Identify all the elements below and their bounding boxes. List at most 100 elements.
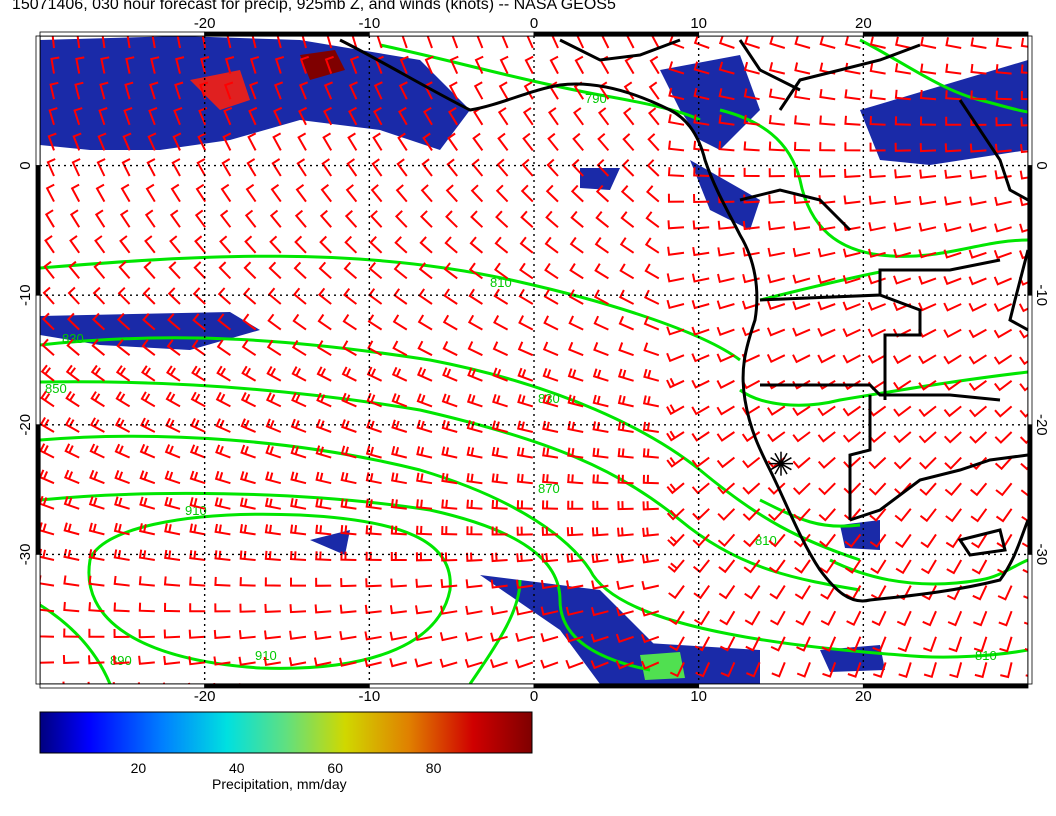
wind-barb	[113, 522, 130, 536]
wind-barb	[515, 579, 533, 589]
lat-tick-label-left: 0	[17, 161, 34, 169]
wind-barb	[194, 209, 207, 228]
wind-barb	[423, 106, 433, 126]
wind-barb	[820, 585, 837, 600]
wind-barb	[441, 499, 458, 510]
wind-barb	[767, 274, 786, 284]
wind-barb	[742, 456, 761, 469]
wind-barb	[101, 36, 106, 49]
wind-barb	[918, 222, 937, 232]
lon-tick-label-top: 0	[530, 15, 538, 32]
wind-barb	[367, 314, 383, 331]
wind-barb	[923, 636, 937, 653]
wind-barb	[617, 448, 634, 459]
wind-barb	[315, 445, 332, 459]
wind-barb	[743, 141, 760, 152]
wind-barb	[395, 184, 408, 203]
wind-barb	[40, 661, 55, 664]
wind-barb	[122, 132, 132, 151]
wind-barb	[716, 431, 735, 442]
wind-barb	[666, 404, 685, 416]
wind-barb	[315, 524, 332, 536]
wind-barb	[289, 551, 307, 561]
wind-barb	[241, 365, 257, 382]
wind-barb	[818, 508, 836, 522]
wind-barb	[119, 235, 131, 254]
wind-barb	[918, 196, 937, 206]
wind-barb	[717, 533, 736, 548]
axis-bar-segment	[698, 683, 864, 689]
wind-barb	[113, 628, 130, 639]
wind-barb	[342, 340, 357, 357]
wind-barb	[523, 81, 534, 100]
wind-barb	[65, 364, 80, 382]
wind-barb	[667, 559, 685, 573]
station-marker-ray	[770, 457, 792, 471]
colorbar-label: Precipitation, mm/day	[212, 776, 347, 792]
wind-barb	[919, 89, 937, 101]
wind-barb	[368, 261, 383, 280]
wind-barb	[517, 420, 534, 433]
wind-barb	[167, 313, 181, 331]
wind-barb	[40, 495, 55, 510]
wind-barb	[768, 141, 785, 152]
wind-barb	[593, 315, 609, 331]
wind-barb	[170, 183, 181, 203]
wind-barb	[870, 559, 887, 575]
wind-barb	[368, 288, 383, 305]
wind-barb	[520, 184, 534, 203]
wind-barb	[215, 418, 231, 433]
wind-barb	[494, 236, 509, 254]
wind-barb	[441, 419, 458, 433]
wind-barb	[465, 579, 483, 589]
colorbar-tick-label: 20	[131, 760, 147, 776]
wind-barb	[995, 508, 1013, 523]
wind-barb	[542, 341, 559, 357]
wind-barb	[40, 443, 55, 459]
axis-bar-segment	[204, 31, 370, 37]
wind-barb	[166, 365, 181, 382]
axis-bar-segment	[35, 294, 41, 426]
wind-barb	[146, 158, 156, 177]
wind-barb	[868, 482, 887, 496]
wind-barb	[641, 553, 659, 564]
wind-barb	[540, 659, 559, 669]
wind-barb	[844, 89, 861, 101]
wind-barb	[365, 551, 382, 561]
wind-barb	[943, 328, 962, 339]
wind-barb	[1019, 223, 1028, 233]
wind-barb	[844, 115, 861, 126]
wind-barb	[547, 132, 559, 152]
wind-barb	[918, 354, 937, 365]
wind-barb	[94, 209, 106, 228]
wind-barb	[818, 482, 836, 496]
wind-barb	[971, 533, 988, 549]
axis-bar-segment	[368, 31, 535, 37]
wind-barb	[969, 405, 988, 418]
wind-barb	[644, 263, 660, 280]
wind-barb	[341, 419, 357, 433]
wind-barb	[113, 602, 130, 613]
wind-barb	[115, 391, 131, 408]
axis-bar-segment	[1027, 294, 1033, 426]
wind-barb	[319, 235, 332, 254]
wind-barb	[339, 604, 357, 614]
wind-barb	[169, 209, 181, 228]
wind-barb	[973, 610, 988, 627]
wind-barb	[116, 312, 131, 331]
wind-barb	[999, 636, 1013, 653]
wind-barb	[291, 392, 307, 408]
wind-barb	[794, 115, 811, 126]
wind-barb	[666, 377, 685, 389]
tick-labels: -20 -20 -10 -10 0 0 10 10 20 20 0 0 -10 -10 -20 -20 -30 -…	[17, 15, 1050, 705]
wind-barb	[442, 340, 458, 357]
wind-barb	[416, 472, 433, 485]
wind-barb	[117, 286, 131, 305]
wind-barb	[742, 220, 760, 231]
wind-barb	[467, 341, 483, 357]
wind-barb	[317, 287, 332, 305]
wind-barb	[642, 448, 659, 459]
wind-barb	[842, 405, 861, 417]
lat-tick-label-right: -30	[1033, 544, 1050, 566]
wind-barb	[818, 195, 836, 205]
